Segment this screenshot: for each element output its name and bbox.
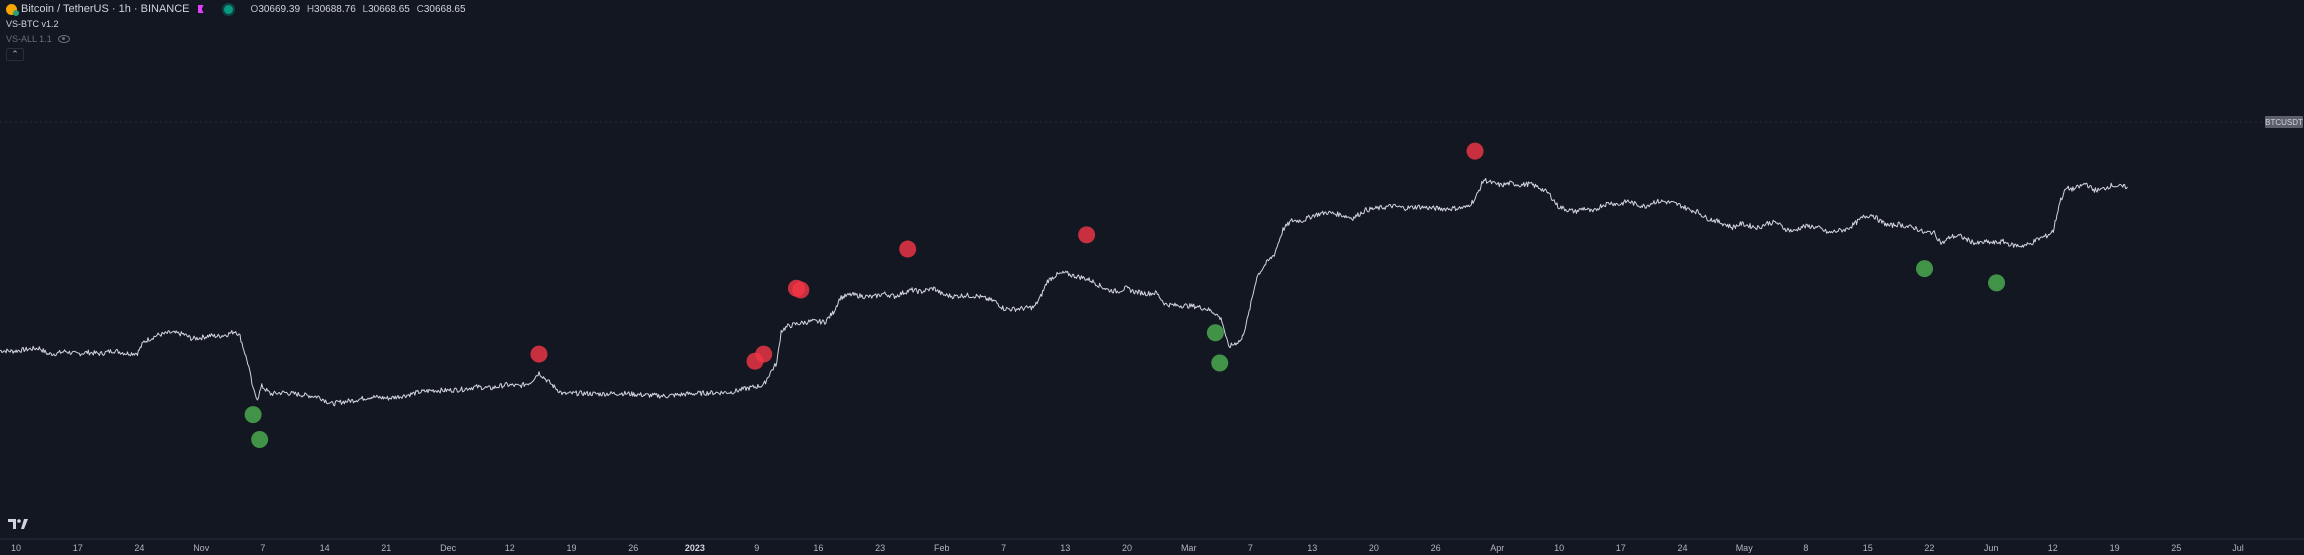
time-axis[interactable]: 10 17 24 Nov 7 14 21 Dec 12 19 26 2023 9 16 23 Feb 7 13 20… [11, 543, 2244, 553]
ohlc-open-value: 30669.39 [258, 3, 301, 15]
price-badge: BTCUSDT [2265, 116, 2303, 128]
time-axis-tick-label: 14 [320, 543, 330, 553]
symbol-row[interactable]: Bitcoin / TetherUS · 1h · BINANCE O30669… [6, 2, 470, 16]
eye-icon[interactable] [57, 35, 70, 43]
chart-legend: Bitcoin / TetherUS · 1h · BINANCE O30669… [0, 0, 1200, 70]
time-axis-tick-label: 26 [628, 543, 638, 553]
time-axis-tick-label: Apr [1490, 543, 1504, 553]
time-axis-tick-label: 9 [754, 543, 759, 553]
time-axis-tick-label: 13 [1060, 543, 1070, 553]
ohlc-low-value: 30668.65 [368, 3, 410, 15]
ohlc-low-key: L [362, 3, 369, 15]
time-axis-tick-label: Nov [193, 543, 210, 553]
time-axis-tick-label: Jul [2232, 543, 2244, 553]
sell-signals [530, 142, 1484, 370]
buy-signal-marker[interactable] [251, 431, 269, 449]
ohlc-values: O30669.39 H30688.76 L30668.65 C30668.65 [251, 4, 470, 15]
buy-signal-marker[interactable] [1211, 354, 1229, 372]
collapse-legend-button[interactable]: ⌃ [6, 48, 24, 61]
price-badge-label: BTCUSDT [2265, 118, 2303, 127]
time-axis-tick-label: 12 [2048, 543, 2058, 553]
symbol-title[interactable]: Bitcoin / TetherUS · 1h · BINANCE [21, 3, 190, 15]
time-axis-tick-label: 20 [1122, 543, 1132, 553]
buy-signal-marker[interactable] [1916, 260, 1934, 278]
buy-signal-marker[interactable] [1988, 274, 2006, 292]
ohlc-close-value: 30668.65 [423, 3, 466, 15]
sell-signal-marker[interactable] [1466, 142, 1484, 160]
sell-signal-marker[interactable] [530, 345, 548, 363]
ohlc-close-key: C [416, 3, 424, 15]
tradingview-logo-icon[interactable] [8, 518, 28, 530]
buy-signals [244, 260, 2006, 449]
status-dot-icon [223, 4, 233, 14]
time-axis-tick-label: 19 [2110, 543, 2120, 553]
price-line [0, 178, 2128, 407]
flag-icon[interactable] [197, 5, 204, 13]
chevron-up-icon: ⌃ [11, 49, 19, 59]
time-axis-tick-label: 26 [1431, 543, 1441, 553]
time-axis-tick-label: Feb [934, 543, 950, 553]
time-axis-tick-label: 19 [566, 543, 576, 553]
time-axis-tick-label: 8 [1803, 543, 1808, 553]
time-axis-tick-label: Jun [1984, 543, 1999, 553]
ohlc-high-value: 30688.76 [314, 3, 356, 15]
time-axis-tick-label: 23 [875, 543, 885, 553]
ohlc-open-key: O [250, 3, 259, 15]
time-axis-tick-label: 17 [1616, 543, 1626, 553]
time-axis-tick-label: 7 [1001, 543, 1006, 553]
ohlc-high-key: H [306, 3, 315, 15]
time-axis-tick-label: 20 [1369, 543, 1379, 553]
time-axis-tick-label: 15 [1863, 543, 1873, 553]
time-axis-tick-label: 24 [1677, 543, 1687, 553]
indicator-vs-btc[interactable]: VS-BTC v1.2 [6, 19, 59, 29]
sell-signal-marker[interactable] [899, 240, 917, 258]
time-axis-tick-label: 25 [2171, 543, 2181, 553]
time-axis-tick-label: 21 [381, 543, 391, 553]
time-axis-tick-label: May [1736, 543, 1754, 553]
sell-signal-marker[interactable] [792, 281, 810, 299]
buy-signal-marker[interactable] [1206, 324, 1224, 342]
time-axis-tick-label: 7 [1248, 543, 1253, 553]
sell-signal-marker[interactable] [1078, 226, 1096, 244]
time-axis-tick-label: 2023 [685, 543, 705, 553]
time-axis-tick-label: 16 [813, 543, 823, 553]
buy-signal-marker[interactable] [244, 406, 262, 424]
coin-icon [6, 3, 19, 16]
time-axis-tick-label: 12 [505, 543, 515, 553]
time-axis-tick-label: 10 [11, 543, 21, 553]
time-axis-tick-label: 7 [260, 543, 265, 553]
sell-signal-marker[interactable] [755, 345, 773, 363]
time-axis-tick-label: Mar [1181, 543, 1197, 553]
time-axis-tick-label: 10 [1554, 543, 1564, 553]
indicator-vs-all[interactable]: VS-ALL 1.1 [6, 34, 52, 44]
time-axis-tick-label: 13 [1307, 543, 1317, 553]
time-axis-tick-label: 24 [134, 543, 144, 553]
time-axis-tick-label: 22 [1924, 543, 1934, 553]
time-axis-tick-label: 17 [73, 543, 83, 553]
indicator-vs-all-row[interactable]: VS-ALL 1.1 [6, 34, 70, 44]
time-axis-tick-label: Dec [440, 543, 457, 553]
